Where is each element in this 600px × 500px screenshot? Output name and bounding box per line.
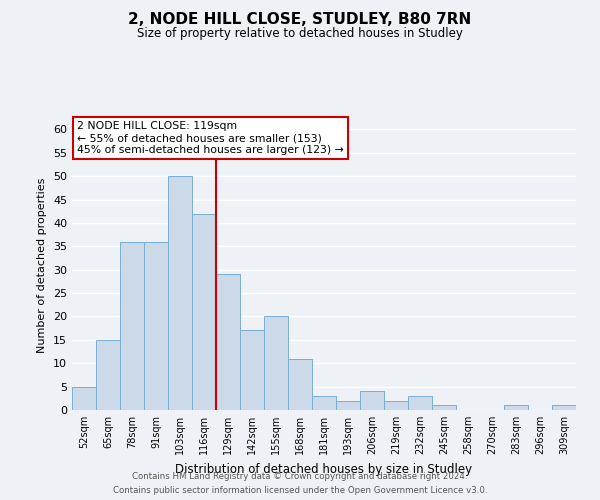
Y-axis label: Number of detached properties: Number of detached properties — [37, 178, 47, 352]
Text: 2 NODE HILL CLOSE: 119sqm
← 55% of detached houses are smaller (153)
45% of semi: 2 NODE HILL CLOSE: 119sqm ← 55% of detac… — [77, 122, 344, 154]
Bar — [96, 340, 120, 410]
Bar — [120, 242, 144, 410]
Bar — [504, 406, 528, 410]
X-axis label: Distribution of detached houses by size in Studley: Distribution of detached houses by size … — [175, 462, 473, 475]
Bar — [144, 242, 168, 410]
Bar — [72, 386, 96, 410]
Bar — [336, 400, 360, 410]
Bar — [312, 396, 336, 410]
Bar — [384, 400, 408, 410]
Bar — [288, 358, 312, 410]
Bar — [168, 176, 192, 410]
Bar — [432, 406, 456, 410]
Text: Contains public sector information licensed under the Open Government Licence v3: Contains public sector information licen… — [113, 486, 487, 495]
Bar — [216, 274, 240, 410]
Text: 2, NODE HILL CLOSE, STUDLEY, B80 7RN: 2, NODE HILL CLOSE, STUDLEY, B80 7RN — [128, 12, 472, 28]
Bar — [552, 406, 576, 410]
Text: Size of property relative to detached houses in Studley: Size of property relative to detached ho… — [137, 28, 463, 40]
Text: Contains HM Land Registry data © Crown copyright and database right 2024.: Contains HM Land Registry data © Crown c… — [132, 472, 468, 481]
Bar — [240, 330, 264, 410]
Bar — [360, 392, 384, 410]
Bar — [192, 214, 216, 410]
Bar — [408, 396, 432, 410]
Bar — [264, 316, 288, 410]
